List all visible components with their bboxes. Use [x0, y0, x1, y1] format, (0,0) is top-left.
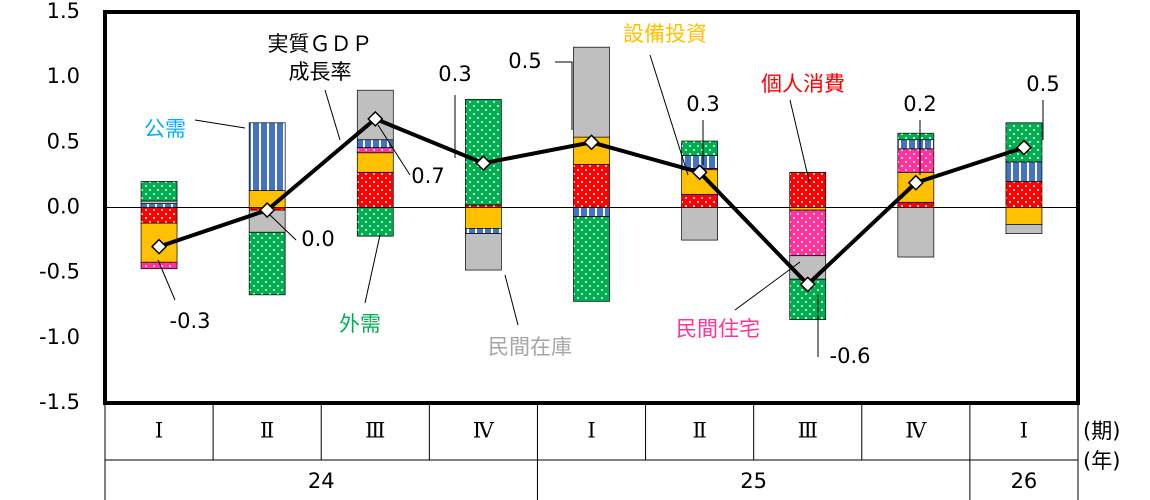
x-tick-label: Ⅲ [798, 419, 818, 443]
gdp-point [583, 134, 600, 151]
data-label: 0.2 [903, 92, 936, 116]
gdp-point [259, 202, 276, 219]
y-tick-label: 1.0 [47, 64, 80, 88]
gdp-point [799, 276, 816, 293]
series-label: 個人消費 [761, 72, 845, 96]
bar-segment [573, 216, 610, 302]
data-label: 0.3 [438, 62, 471, 86]
bar-segment [140, 207, 178, 224]
y-tick-label: -1.5 [39, 390, 80, 414]
leader-line [194, 119, 246, 129]
gdp-point [367, 110, 384, 127]
bar-segment [897, 201, 935, 208]
year-label: 24 [308, 469, 335, 493]
year-label: 26 [1011, 469, 1038, 493]
series-label: 民間住宅 [676, 317, 760, 341]
bar-segment [356, 152, 394, 173]
bar-segment [248, 231, 286, 296]
bar-segment [573, 46, 610, 138]
bar-segment [140, 200, 178, 204]
bar-segment [465, 228, 502, 234]
leader-line [504, 274, 519, 326]
bar-segment [140, 203, 178, 208]
bar-segment [789, 255, 827, 280]
bar-segment [140, 181, 178, 202]
bar-segment [1005, 207, 1043, 225]
leader-line [269, 214, 297, 241]
bar-segment [356, 147, 394, 154]
bar-segment [789, 207, 827, 211]
bar-segment [1005, 161, 1043, 182]
plot-frame [103, 10, 1080, 405]
gdp-point [475, 155, 492, 172]
gdp-point [907, 174, 924, 191]
data-label: 0.7 [411, 164, 444, 188]
leader-line [364, 234, 381, 304]
data-label: -0.6 [830, 344, 871, 368]
bar-segment [1005, 181, 1043, 208]
y-tick-label: -0.5 [39, 260, 80, 284]
x-tick-label: Ⅰ [1020, 419, 1028, 443]
bar-segment [897, 207, 935, 258]
bar-segment [465, 207, 502, 229]
leader-line [649, 54, 689, 176]
series-label: 公需 [144, 117, 186, 141]
bar-segment [897, 132, 935, 141]
leader-line [377, 124, 411, 176]
leader-line [734, 261, 801, 311]
y-tick-label: -1.0 [39, 325, 80, 349]
data-label: -0.3 [170, 309, 211, 333]
leader-line [789, 99, 811, 186]
bar-segment [681, 194, 718, 208]
bar-segment [465, 204, 502, 208]
bar-segment [573, 164, 610, 208]
x-tick-label: Ⅳ [905, 419, 927, 443]
bar-segment [1005, 224, 1043, 234]
y-tick-label: 0.0 [47, 195, 80, 219]
x-axis-label: (期) [1083, 419, 1120, 443]
leader-line [324, 89, 341, 141]
x-tick-label: Ⅳ [473, 419, 495, 443]
line-label: 実質ＧＤＰ [268, 32, 373, 56]
data-label: 0.0 [301, 227, 334, 251]
series-label: 設備投資 [623, 22, 707, 46]
bar-segment [789, 209, 827, 257]
leader-line [555, 61, 573, 130]
gdp-point [691, 164, 708, 181]
bar-segment [356, 207, 394, 237]
gdp-point [1015, 139, 1033, 156]
x2-axis-label: (年) [1083, 449, 1120, 473]
gdp-point [150, 238, 168, 255]
data-label: 0.5 [1026, 72, 1059, 96]
bar-segment [897, 139, 935, 150]
bar-segment [897, 148, 935, 173]
series-label: 外需 [339, 312, 381, 336]
bar-segment [356, 171, 394, 208]
bar-segment [681, 207, 718, 241]
leader-line [157, 259, 176, 301]
data-label: 0.5 [508, 49, 541, 73]
bar-segment [573, 207, 610, 217]
line-label: 成長率 [289, 60, 352, 84]
y-tick-label: 0.5 [47, 129, 80, 153]
bar-segment [465, 98, 502, 206]
bar-segment [248, 122, 286, 191]
x-tick-label: Ⅲ [365, 419, 385, 443]
y-tick-label: 1.5 [47, 0, 80, 23]
x-tick-label: Ⅰ [155, 419, 163, 443]
x-tick-label: Ⅰ [587, 419, 595, 443]
series-label: 民間在庫 [488, 335, 572, 359]
bar-segment [789, 171, 827, 208]
bar-segment [465, 233, 502, 271]
data-label: 0.3 [686, 92, 719, 116]
bar-segment [681, 140, 718, 156]
year-label: 25 [740, 469, 767, 493]
x-tick-label: Ⅱ [692, 419, 706, 443]
x-tick-label: Ⅱ [260, 419, 274, 443]
